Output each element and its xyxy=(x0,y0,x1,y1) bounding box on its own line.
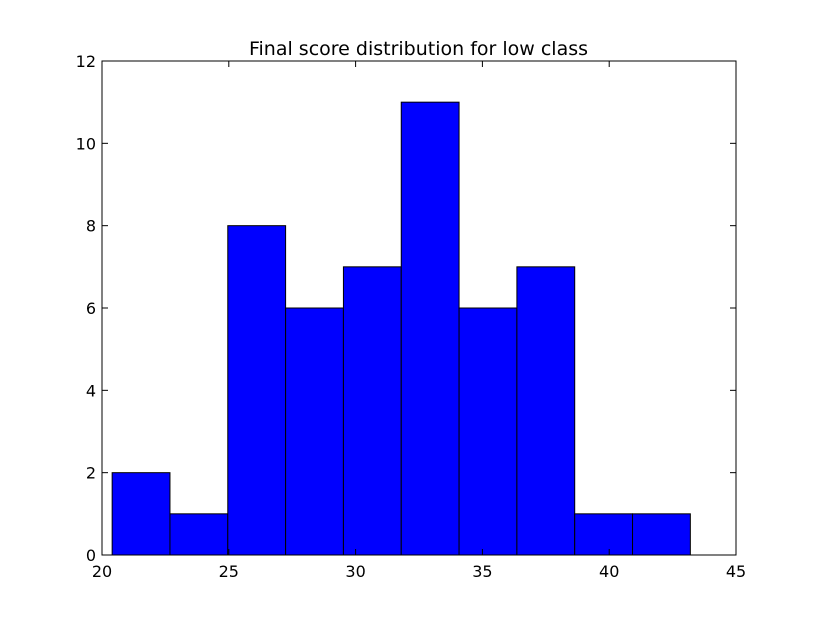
x-tick-label: 40 xyxy=(599,562,619,581)
x-tick-label: 20 xyxy=(92,562,112,581)
histogram-bar xyxy=(285,307,344,556)
x-tick-label: 35 xyxy=(472,562,492,581)
histogram-bar xyxy=(516,266,576,556)
y-tick-label: 2 xyxy=(86,464,96,483)
y-tick-label: 4 xyxy=(86,381,96,400)
y-tick-label: 8 xyxy=(86,217,96,236)
x-tick-label: 25 xyxy=(219,562,239,581)
x-axis: 20 25 30 35 40 45 xyxy=(92,61,746,581)
bars-group xyxy=(111,101,691,556)
histogram-bar xyxy=(111,472,171,556)
histogram-bar xyxy=(574,513,634,556)
x-tick-label: 30 xyxy=(345,562,365,581)
histogram-bar xyxy=(458,307,518,556)
y-tick-label: 10 xyxy=(76,134,96,153)
y-tick-label: 12 xyxy=(76,52,96,71)
y-axis: 0 2 4 6 8 10 12 xyxy=(76,52,736,565)
y-tick-label: 0 xyxy=(86,546,96,565)
chart-title: Final score distribution for low class xyxy=(249,38,588,60)
histogram-bar xyxy=(632,513,691,556)
histogram-bar xyxy=(169,513,229,556)
x-tick-label: 45 xyxy=(726,562,746,581)
histogram-bar xyxy=(400,101,460,556)
histogram-bar xyxy=(227,225,287,556)
y-tick-label: 6 xyxy=(86,299,96,318)
histogram-bar xyxy=(342,266,402,556)
